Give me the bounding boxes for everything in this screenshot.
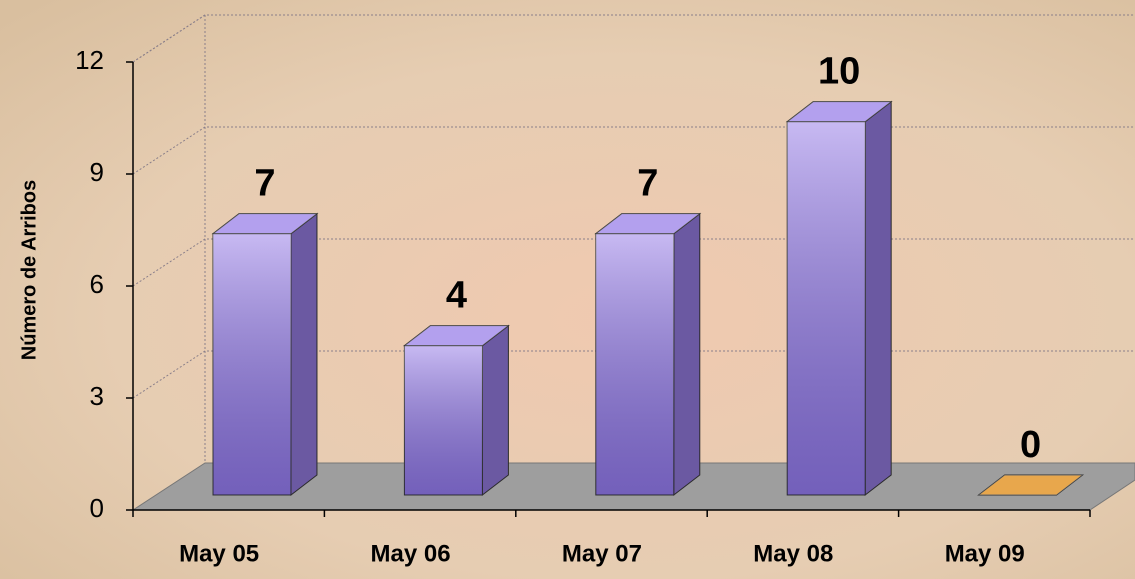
bar-top-shade [978, 475, 1083, 495]
grid-line [132, 14, 1135, 63]
bar-side-shade [482, 325, 509, 495]
value-label: 10 [818, 51, 860, 93]
bar [785, 100, 893, 497]
bar-side-shade [673, 213, 700, 495]
y-tick-label: 9 [90, 157, 104, 187]
y-axis-label: Número de Arribos [18, 180, 40, 360]
bar-top-shade [404, 325, 509, 346]
y-tick-label: 0 [90, 493, 104, 523]
y-tick-label: 12 [75, 45, 104, 75]
bar-front-shade [595, 233, 674, 495]
x-tick-label: May 06 [370, 540, 450, 567]
value-label: 7 [254, 163, 275, 205]
value-label: 7 [637, 163, 658, 205]
bar-side-shade [291, 213, 317, 495]
bar-side-shade [865, 101, 892, 496]
y-tick-label: 6 [90, 269, 104, 299]
y-tick-label: 3 [90, 381, 104, 411]
bar-front-shade [213, 233, 291, 495]
x-tick-label: May 07 [562, 540, 642, 567]
bar-top-shade [213, 213, 317, 234]
bar-front-shade [787, 121, 866, 496]
x-tick-label: May 08 [753, 540, 833, 567]
bar-top [594, 213, 702, 235]
bar-top [785, 101, 893, 123]
bar-top [977, 474, 1085, 496]
x-tick-label: May 05 [179, 540, 259, 567]
bar [402, 324, 510, 497]
x-tick-label: May 09 [945, 540, 1025, 567]
bar [211, 212, 319, 497]
value-label: 4 [446, 275, 467, 317]
bar-top [211, 213, 319, 235]
bar-top-shade [595, 213, 700, 234]
value-label: 0 [1020, 424, 1041, 466]
bar-top-shade [787, 101, 892, 122]
bar [977, 474, 1085, 496]
bar-front-shade [404, 345, 483, 495]
bar [594, 212, 702, 497]
bar-top [402, 325, 510, 347]
